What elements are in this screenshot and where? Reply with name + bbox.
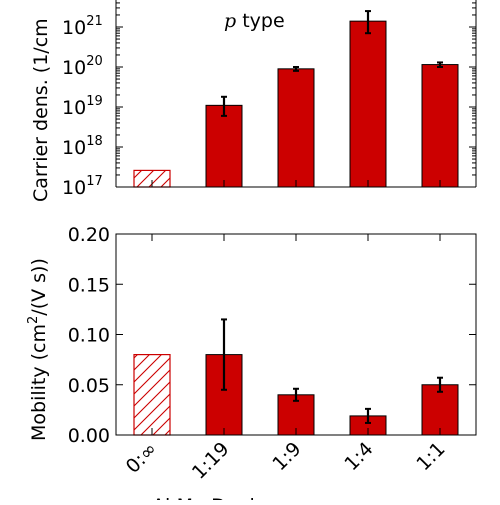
bottom-xtick-label-2: 1:9 [268, 438, 305, 475]
top-bar-2 [277, 68, 315, 188]
top-bar-3 [349, 20, 387, 188]
bottom-bar-4 [421, 384, 459, 436]
bottom-xtick-label-4: 1:1 [412, 438, 449, 475]
bottom-ylabel: Mobility (cm2/(V s)) [26, 258, 50, 441]
mobility-panel: 0.00 0.05 0.10 0.15 0.20 0:∞ 1:19 1:9 1:4 1:1 Mobi… [26, 224, 477, 505]
bottom-ylabel-sup: 2 [26, 316, 41, 324]
bottom-bar-0 [133, 354, 171, 436]
bottom-ylabel-pre: Mobility (cm [28, 324, 50, 441]
bottom-xtick-label-1: 1:19 [188, 438, 234, 484]
top-ytick-base: 10 [62, 57, 86, 79]
bottom-xtick-label-0: 0:∞ [122, 438, 162, 478]
top-bar-4 [421, 64, 459, 188]
bottom-ytick-label-1: 0.05 [68, 375, 110, 397]
p-type-annotation: p type [224, 10, 285, 32]
bottom-ytick-label-3: 0.15 [68, 274, 110, 296]
top-ylabel: Carrier dens. (1/cm [30, 18, 52, 202]
bottom-xtick-label-3: 1:4 [340, 438, 377, 475]
top-ytick-label-3: 1020 [62, 54, 103, 79]
top-ytick-label-0: 1017 [62, 174, 103, 199]
top-ytick-exp: 17 [86, 174, 103, 189]
top-bar-1 [205, 104, 243, 188]
bottom-ytick-label-4: 0.20 [68, 224, 110, 246]
bottom-ytick-label-0: 0.00 [68, 425, 110, 447]
top-ytick-base: 10 [62, 17, 86, 39]
top-ytick-base: 10 [62, 97, 86, 119]
p-type-italic: p [224, 10, 236, 32]
bottom-ytick-label-2: 0.10 [68, 325, 110, 347]
top-ytick-base: 10 [62, 137, 86, 159]
p-type-text: type [236, 10, 284, 32]
top-ytick-label-2: 1019 [62, 94, 103, 119]
top-ytick-base: 10 [62, 177, 86, 199]
bottom-ylabel-post: /(V s)) [28, 258, 50, 316]
top-ytick-label-1: 1018 [62, 134, 103, 159]
top-ytick-exp: 19 [86, 94, 103, 109]
top-ytick-exp: 18 [86, 134, 103, 149]
bottom-xlabel: Al:Mg Dopin [152, 495, 267, 500]
top-ytick-label-4: 1021 [62, 14, 103, 39]
top-ytick-exp: 21 [86, 14, 103, 29]
top-ytick-exp: 20 [86, 54, 103, 69]
